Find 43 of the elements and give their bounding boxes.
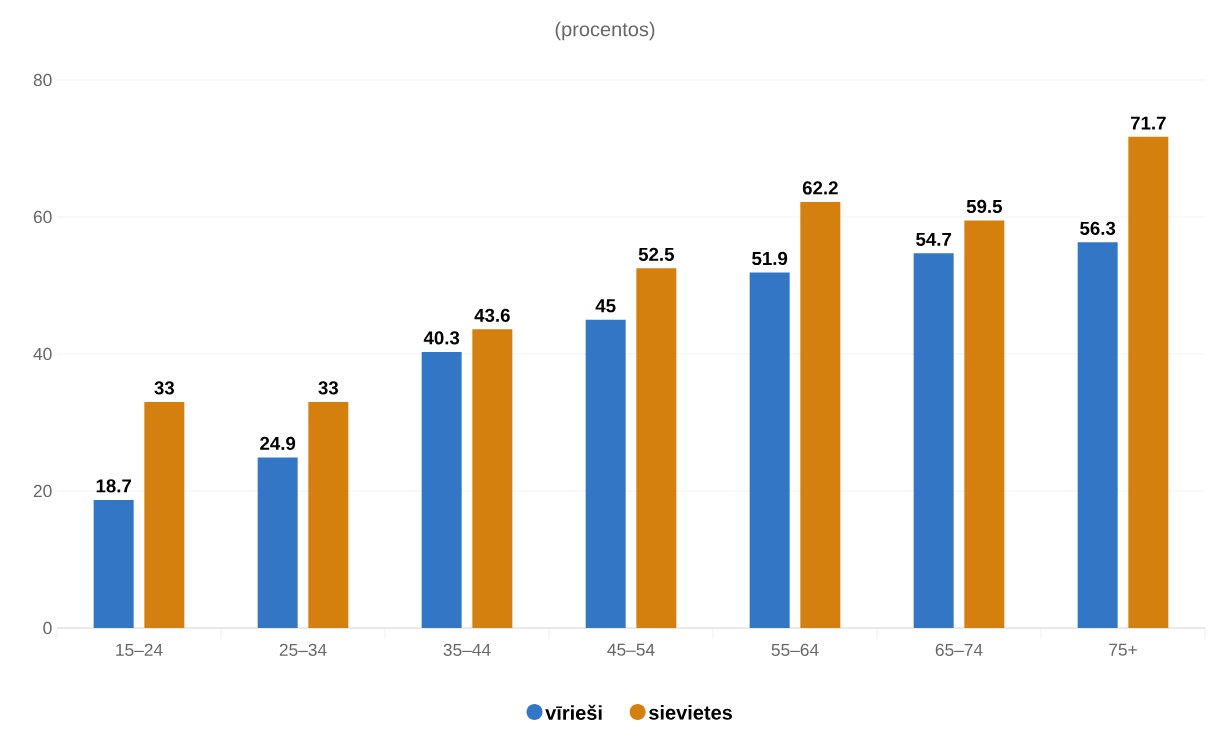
data-label: 24.9	[260, 436, 296, 451]
data-label: 18.7	[96, 479, 132, 493]
bar	[964, 220, 1005, 628]
y-tick-label: 60	[33, 210, 52, 224]
bar	[308, 401, 349, 628]
data-label: 40.3	[423, 331, 460, 345]
bar	[749, 272, 790, 628]
bar	[257, 457, 298, 628]
bar	[1128, 136, 1169, 628]
data-label: 56.3	[1080, 221, 1116, 235]
x-tick-label: 25–34	[279, 643, 327, 656]
x-tick-label: 65–74	[935, 643, 983, 656]
x-tick-label: 75+	[1109, 643, 1137, 656]
data-label: 59.5	[966, 199, 1002, 214]
bar	[144, 401, 185, 628]
bar	[585, 319, 626, 628]
bar	[913, 253, 954, 628]
data-label: 52.5	[638, 247, 674, 261]
bar	[800, 201, 841, 628]
y-tick-label: 40	[33, 347, 52, 361]
x-tick-label: 55–64	[771, 643, 819, 656]
bar	[472, 329, 513, 628]
chart-title: (procentos)	[555, 21, 655, 41]
data-label: 51.9	[752, 251, 788, 266]
legend-label: sievietes	[649, 705, 732, 720]
data-label: 33	[318, 381, 339, 395]
x-tick-label: 15–24	[116, 643, 163, 656]
legend-label: vīrieši	[545, 704, 602, 720]
x-tick-label: 35–44	[443, 643, 491, 656]
x-tick-label: 45–54	[607, 643, 655, 656]
data-label: 43.6	[474, 308, 510, 322]
data-label: 71.7	[1130, 116, 1166, 130]
data-label: 62.2	[802, 181, 838, 195]
bar	[636, 268, 677, 628]
y-tick-label: 0	[43, 621, 52, 635]
data-label: 33	[154, 381, 175, 395]
bar	[93, 499, 134, 628]
y-tick-label: 20	[33, 484, 52, 498]
y-tick-label: 80	[33, 73, 52, 87]
data-label: 45	[595, 299, 616, 313]
bar	[1077, 242, 1118, 628]
bar	[421, 351, 462, 628]
data-label: 54.7	[916, 232, 952, 246]
